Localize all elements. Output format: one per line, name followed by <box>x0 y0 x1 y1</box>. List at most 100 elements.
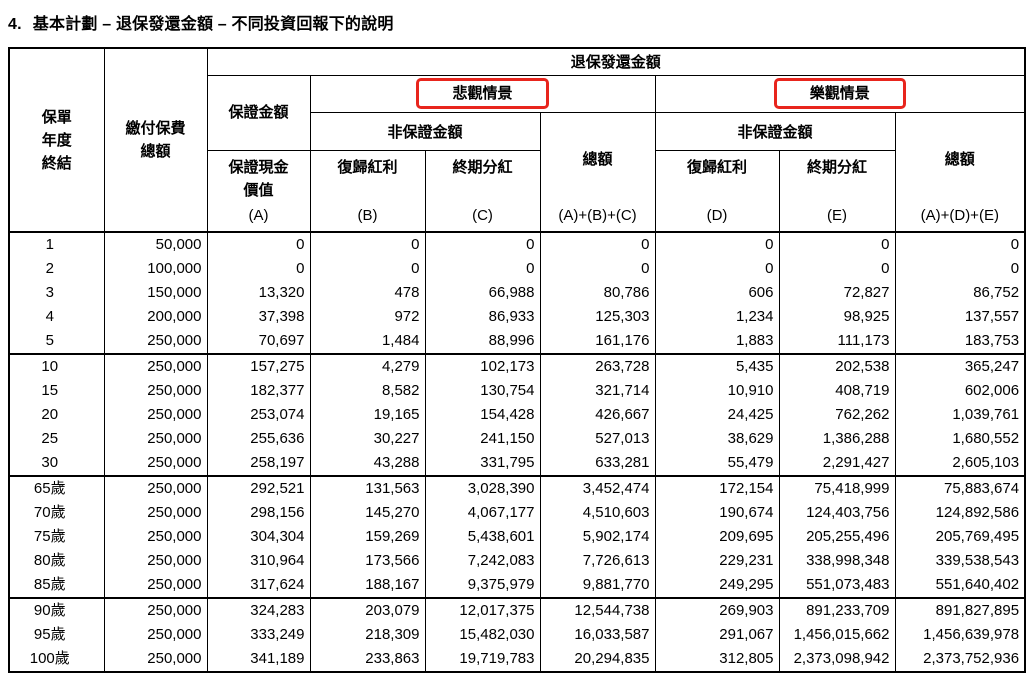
premium-cell: 250,000 <box>103 403 208 427</box>
opt-reversionary-bonus-cell: 606 <box>654 281 780 305</box>
opt-total-cell: 124,892,586 <box>894 501 1026 525</box>
guaranteed-cash-value-cell: 0 <box>206 232 311 257</box>
opt-reversionary-bonus-cell: 249,295 <box>654 573 780 598</box>
opt-total-cell: 2,605,103 <box>894 451 1026 476</box>
pess-reversionary-bonus-cell: 478 <box>309 281 426 305</box>
opt-total-cell: 1,680,552 <box>894 427 1026 451</box>
guaranteed-cash-value-cell: 341,189 <box>206 647 311 672</box>
opt-reversionary-bonus-cell: 312,805 <box>654 647 780 672</box>
pess-terminal-dividend-cell: 7,242,083 <box>424 549 541 573</box>
pess-terminal-dividend-cell: 12,017,375 <box>424 598 541 623</box>
guaranteed-cash-value-cell: 13,320 <box>206 281 311 305</box>
opt-terminal-dividend-cell: 762,262 <box>778 403 896 427</box>
opt-total-cell: 205,769,495 <box>894 525 1026 549</box>
opt-terminal-dividend-cell: 98,925 <box>778 305 896 329</box>
policy-year-cell: 4 <box>8 305 105 329</box>
table-row: 65歲 250,000 292,521 131,563 3,028,390 3,… <box>8 476 1026 501</box>
pess-terminal-dividend-cell: 331,795 <box>424 451 541 476</box>
opt-terminal-dividend-cell: 0 <box>778 257 896 281</box>
opt-terminal-dividend-cell: 72,827 <box>778 281 896 305</box>
opt-reversionary-bonus-cell: 291,067 <box>654 623 780 647</box>
surrender-amount-header: 退保發還金額 <box>206 47 1026 76</box>
policy-year-cell: 80歲 <box>8 549 105 573</box>
row-group-age-65-85: 65歲 250,000 292,521 131,563 3,028,390 3,… <box>8 476 1026 598</box>
row-group-years-1-5: 1 50,000 0 0 0 0 0 0 0 2 100,000 0 0 0 <box>8 232 1026 354</box>
pess-terminal-dividend-cell: 88,996 <box>424 329 541 354</box>
pess-terminal-dividend-cell: 0 <box>424 232 541 257</box>
opt-reversionary-bonus-cell: 1,234 <box>654 305 780 329</box>
opt-reversionary-bonus-cell: 269,903 <box>654 598 780 623</box>
pess-reversionary-bonus-cell: 1,484 <box>309 329 426 354</box>
guaranteed-cash-value-header: 保證現金 價值 (A) <box>206 149 311 233</box>
table-row: 100歲 250,000 341,189 233,863 19,719,783 … <box>8 647 1026 672</box>
pess-total-cell: 527,013 <box>539 427 656 451</box>
label-a: (A) <box>248 207 269 224</box>
policy-year-cell: 5 <box>8 329 105 354</box>
table-row: 2 100,000 0 0 0 0 0 0 0 <box>8 257 1026 281</box>
optimistic-scenario-highlight: 樂觀情景 <box>773 78 906 109</box>
pess-terminal-dividend-cell: 9,375,979 <box>424 573 541 598</box>
premium-cell: 250,000 <box>103 427 208 451</box>
reversionary-bonus-d-header: 復歸紅利 (D) <box>654 149 780 233</box>
opt-total-cell: 602,006 <box>894 379 1026 403</box>
opt-terminal-dividend-cell: 2,291,427 <box>778 451 896 476</box>
pess-total-cell: 161,176 <box>539 329 656 354</box>
pess-reversionary-bonus-cell: 131,563 <box>309 476 426 501</box>
opt-reversionary-bonus-cell: 38,629 <box>654 427 780 451</box>
premium-cell: 50,000 <box>103 232 208 257</box>
pess-reversionary-bonus-cell: 173,566 <box>309 549 426 573</box>
pess-reversionary-bonus-cell: 145,270 <box>309 501 426 525</box>
pess-total-cell: 16,033,587 <box>539 623 656 647</box>
total-pess-label: 總額 <box>582 151 613 169</box>
pess-terminal-dividend-cell: 86,933 <box>424 305 541 329</box>
pess-terminal-dividend-cell: 154,428 <box>424 403 541 427</box>
table-row: 85歲 250,000 317,624 188,167 9,375,979 9,… <box>8 573 1026 598</box>
non-guaranteed-pess-header: 非保證金額 <box>309 111 541 151</box>
guaranteed-cash-value-cell: 310,964 <box>206 549 311 573</box>
premium-cell: 250,000 <box>103 379 208 403</box>
opt-terminal-dividend-cell: 891,233,709 <box>778 598 896 623</box>
opt-terminal-dividend-cell: 408,719 <box>778 379 896 403</box>
opt-reversionary-bonus-cell: 0 <box>654 257 780 281</box>
opt-total-cell: 2,373,752,936 <box>894 647 1026 672</box>
pess-terminal-dividend-cell: 4,067,177 <box>424 501 541 525</box>
guaranteed-cash-value-cell: 182,377 <box>206 379 311 403</box>
opt-terminal-dividend-cell: 75,418,999 <box>778 476 896 501</box>
opt-total-cell: 183,753 <box>894 329 1026 354</box>
opt-terminal-dividend-cell: 338,998,348 <box>778 549 896 573</box>
guaranteed-cash-value-label: 保證現金 價值 <box>228 158 289 199</box>
guaranteed-amount-header: 保證金額 <box>206 74 311 151</box>
page-title-text: 基本計劃 – 退保發還金額 – 不同投資回報下的說明 <box>32 16 394 33</box>
label-c: (C) <box>472 207 493 224</box>
guaranteed-cash-value-cell: 333,249 <box>206 623 311 647</box>
guaranteed-cash-value-cell: 258,197 <box>206 451 311 476</box>
opt-reversionary-bonus-cell: 24,425 <box>654 403 780 427</box>
label-d: (D) <box>706 207 728 224</box>
opt-total-cell: 0 <box>894 257 1026 281</box>
label-abc: (A)+(B)+(C) <box>558 207 637 224</box>
row-group-years-10-30: 10 250,000 157,275 4,279 102,173 263,728… <box>8 354 1026 476</box>
table-row: 15 250,000 182,377 8,582 130,754 321,714… <box>8 379 1026 403</box>
table-row: 90歲 250,000 324,283 203,079 12,017,375 1… <box>8 598 1026 623</box>
pess-total-cell: 633,281 <box>539 451 656 476</box>
opt-reversionary-bonus-cell: 209,695 <box>654 525 780 549</box>
non-guaranteed-opt-header: 非保證金額 <box>654 111 896 151</box>
pess-terminal-dividend-cell: 130,754 <box>424 379 541 403</box>
opt-terminal-dividend-cell: 1,456,015,662 <box>778 623 896 647</box>
label-b: (B) <box>357 207 378 224</box>
table-header: 保單 年度 終結 繳付保費 總額 退保發還金額 保證金額 悲觀情景 樂觀情景 非… <box>8 47 1026 233</box>
opt-terminal-dividend-cell: 124,403,756 <box>778 501 896 525</box>
table-row: 4 200,000 37,398 972 86,933 125,303 1,23… <box>8 305 1026 329</box>
opt-reversionary-bonus-cell: 0 <box>654 232 780 257</box>
pess-reversionary-bonus-cell: 233,863 <box>309 647 426 672</box>
opt-terminal-dividend-cell: 205,255,496 <box>778 525 896 549</box>
premium-cell: 200,000 <box>103 305 208 329</box>
pess-reversionary-bonus-cell: 30,227 <box>309 427 426 451</box>
premium-cell: 250,000 <box>103 354 208 379</box>
total-pess-header: 總額 (A)+(B)+(C) <box>539 111 656 233</box>
total-opt-label: 總額 <box>944 151 975 169</box>
pess-total-cell: 0 <box>539 257 656 281</box>
opt-reversionary-bonus-cell: 172,154 <box>654 476 780 501</box>
opt-terminal-dividend-cell: 1,386,288 <box>778 427 896 451</box>
terminal-dividend-e-label: 終期分紅 <box>806 158 867 176</box>
